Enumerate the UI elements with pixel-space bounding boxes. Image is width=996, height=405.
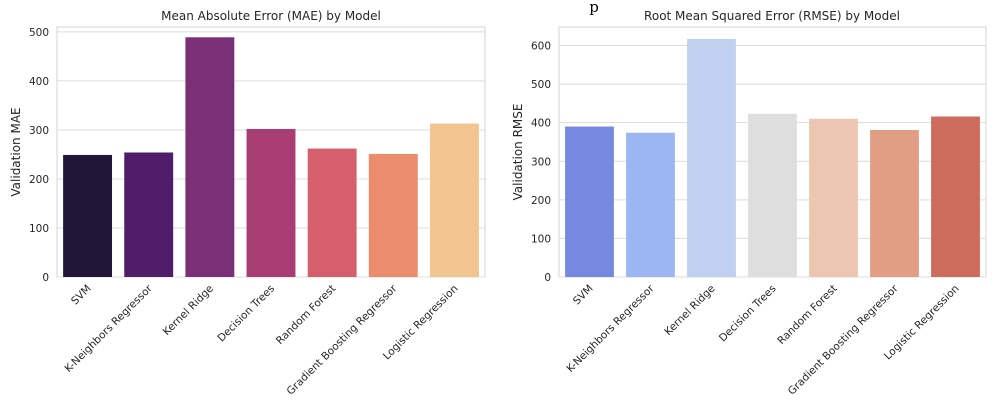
x-category-label: Random Forest [775,283,839,347]
y-tick-label: 200 [531,195,551,207]
y-tick-label: 400 [531,118,551,130]
bar-k-neighbors-regressor [124,152,174,277]
bar-svm [565,126,614,277]
chart-title: Mean Absolute Error (MAE) by Model [161,9,381,23]
bar-logistic-regression [429,123,479,277]
y-tick-label: 500 [29,27,49,39]
bar-gradient-boosting-regressor [368,153,418,277]
bar-kernel-ridge [687,38,736,278]
x-category-label: Decision Trees [215,283,277,345]
bar-svm [63,154,113,277]
chart-title: Root Mean Squared Error (RMSE) by Model [644,9,900,23]
y-tick-label: 300 [29,125,49,137]
y-tick-label: 600 [531,41,551,53]
y-tick-label: 400 [29,76,49,88]
y-axis-label: Validation RMSE [511,104,525,201]
y-tick-label: 0 [42,272,49,284]
bar-logistic-regression [931,116,980,278]
bar-gradient-boosting-regressor [870,130,919,277]
bar-decision-trees [748,113,797,277]
y-tick-label: 0 [544,272,551,284]
x-category-label: SVM [571,283,596,308]
bar-random-forest [809,118,858,277]
x-category-label: Gradient Boosting Regressor [285,282,400,397]
bar-decision-trees [246,128,296,277]
bar-kernel-ridge [185,37,235,278]
y-tick-label: 200 [29,174,49,186]
x-category-label: Gradient Boosting Regressor [786,282,901,397]
x-category-label: Kernel Ridge [662,283,717,338]
x-category-label: Decision Trees [717,283,779,345]
y-axis-label: Validation MAE [9,107,23,196]
y-tick-label: 500 [531,79,551,91]
bar-k-neighbors-regressor [626,132,675,277]
y-tick-label: 300 [531,156,551,168]
x-category-label: SVM [69,283,94,308]
bar-random-forest [307,148,357,277]
x-category-label: Kernel Ridge [161,283,216,338]
x-category-label: Random Forest [274,283,338,347]
partial-top-text: p [589,0,599,16]
y-tick-label: 100 [531,233,551,245]
y-tick-label: 100 [29,223,49,235]
